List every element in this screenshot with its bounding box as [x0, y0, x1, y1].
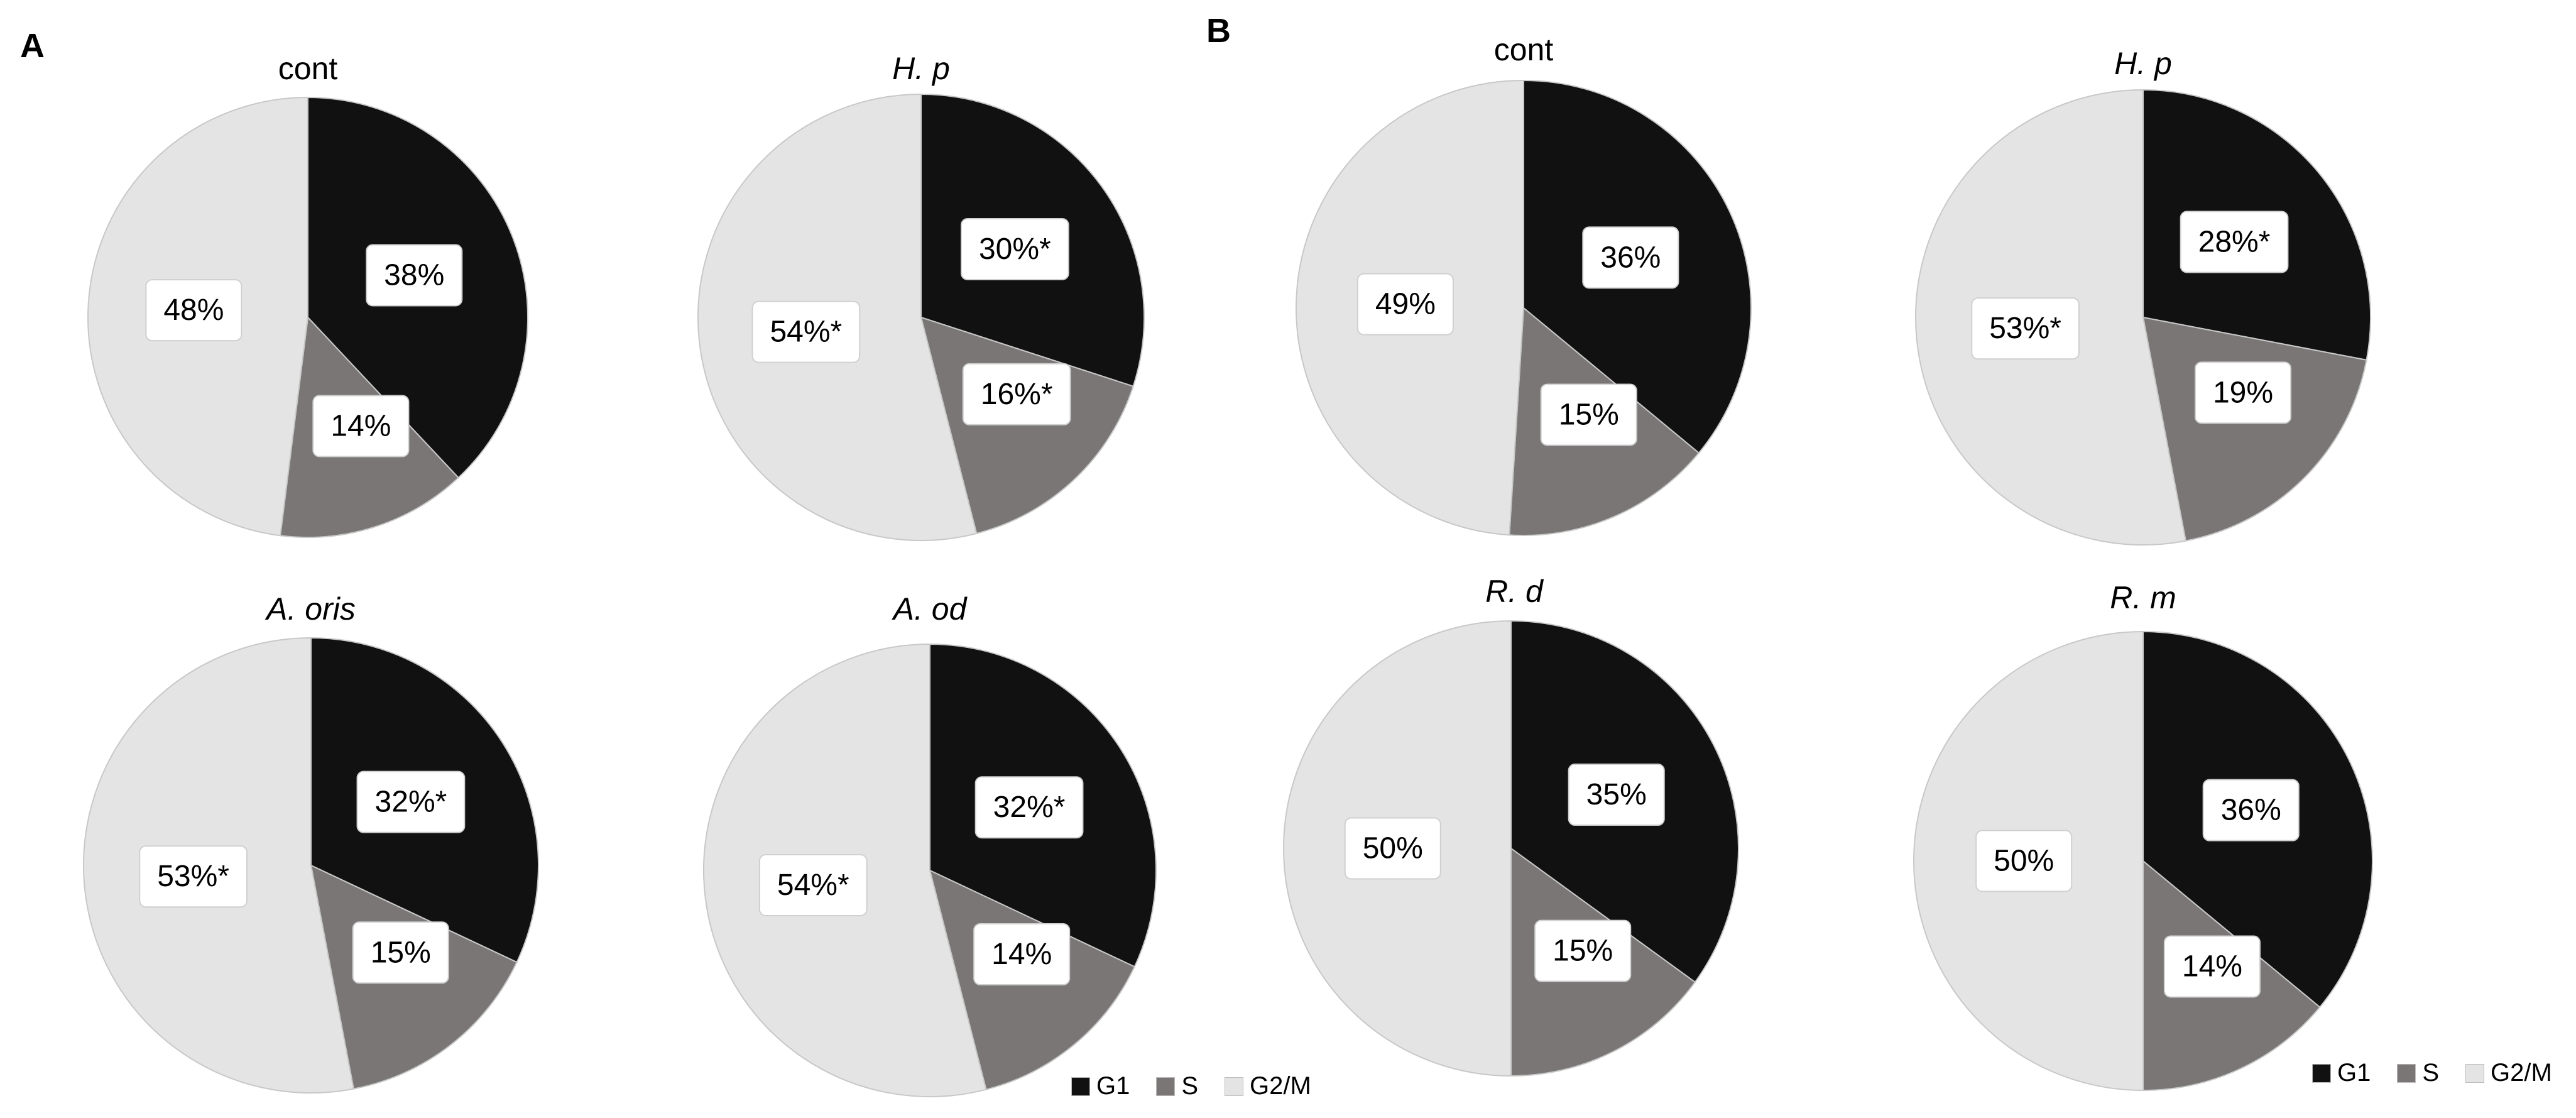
slice-label-g1: 32%*	[993, 791, 1066, 824]
slice-label-box-g1	[1568, 764, 1665, 826]
legend-item-g1: G1	[1071, 1072, 1130, 1100]
slice-label-box-g1	[960, 217, 1069, 280]
legend-swatch-g2m	[2465, 1063, 2485, 1083]
slice-label-box-g1	[1582, 226, 1679, 289]
slice-label-box-g1	[2202, 779, 2300, 841]
pie-a-aod: 32%* 14% 54%*	[703, 643, 1157, 1097]
pie-a-hp: 30%* 16%* 54%*	[697, 93, 1145, 541]
panel-letter-b: B	[1206, 12, 1231, 50]
legend-label-g2m: G2/M	[1250, 1072, 1311, 1100]
slice-label-box-s	[2194, 361, 2292, 424]
pie-a-aoris: 32%* 15% 53%*	[83, 637, 539, 1093]
slice-label-g2m: 50%	[1994, 845, 2054, 878]
pie-title-b-rd: R. d	[1485, 574, 1543, 609]
slice-label-s: 15%	[371, 936, 431, 969]
slice-label-box-g1	[366, 244, 463, 307]
slice-label-s: 16%*	[981, 378, 1053, 411]
slice-label-box-s	[962, 363, 1071, 425]
pie-title-b-cont: cont	[1493, 32, 1554, 67]
legend-item-s: S	[2397, 1059, 2439, 1087]
slice-label-g1: 36%	[2221, 794, 2281, 827]
slice-label-g1: 36%	[1600, 241, 1661, 274]
slice-label-box-s	[973, 923, 1071, 986]
legend-label-g1: G1	[1096, 1072, 1130, 1100]
legend-label-g2m: G2/M	[2491, 1059, 2552, 1087]
legend-swatch-s	[2397, 1063, 2416, 1083]
slice-label-g1: 28%*	[2198, 226, 2271, 259]
slice-label-g2m: 50%	[1363, 832, 1423, 865]
slice-label-g2m: 48%	[163, 293, 224, 327]
slice-label-s: 14%	[2182, 950, 2242, 983]
legend-swatch-s	[1156, 1077, 1176, 1096]
pie-title-b-rm: R. m	[2110, 580, 2176, 615]
pie-title-a-cont: cont	[278, 51, 338, 86]
legend-item-g2m: G2/M	[1225, 1072, 1311, 1100]
panel-letter-a: A	[20, 27, 45, 65]
slice-label-g1: 32%*	[375, 786, 447, 819]
legend-label-s: S	[2422, 1059, 2440, 1087]
legend-item-g1: G1	[2312, 1059, 2371, 1087]
legend-label-g1: G1	[2337, 1059, 2371, 1087]
pie-title-a-aod: A. od	[893, 591, 967, 627]
legend-swatch-g1	[2312, 1063, 2331, 1083]
legend-item-g2m: G2/M	[2465, 1059, 2552, 1087]
slice-label-g2m: 54%*	[777, 869, 849, 902]
slice-label-box-g2m	[139, 845, 248, 908]
legend-label-s: S	[1181, 1072, 1199, 1100]
slice-label-s: 15%	[1559, 398, 1619, 431]
slice-label-box-s	[1540, 383, 1637, 446]
slice-label-g2m: 53%*	[1989, 312, 2061, 345]
pie-title-a-aoris: A. oris	[266, 591, 356, 627]
pie-b-cont: 36% 15% 49%	[1296, 79, 1752, 536]
legend-swatch-g1	[1071, 1077, 1090, 1096]
slice-label-box-s	[352, 921, 449, 984]
slice-label-box-g1	[356, 770, 466, 833]
slice-label-box-g2m	[1356, 273, 1454, 336]
pie-title-b-hp: H. p	[2114, 46, 2172, 81]
slice-label-box-g1	[2180, 211, 2289, 273]
slice-label-s: 19%	[2213, 376, 2273, 409]
slice-label-box-s	[312, 395, 410, 458]
slice-label-box-s	[1534, 919, 1632, 982]
slice-label-g1: 35%	[1586, 778, 1647, 811]
legend-item-s: S	[1156, 1072, 1198, 1100]
slice-label-g1: 38%	[384, 259, 444, 292]
legend-b: G1 S G2/M	[2312, 1059, 2552, 1087]
slice-label-g2m: 54%*	[770, 315, 842, 349]
slice-label-box-g2m	[1344, 817, 1441, 880]
slice-label-box-g2m	[751, 300, 861, 363]
slice-label-g2m: 53%*	[157, 860, 229, 893]
legend-a: G1 S G2/M	[1071, 1072, 1311, 1100]
slice-label-box-g1	[974, 776, 1084, 839]
slice-label-g2m: 49%	[1375, 288, 1436, 321]
slice-label-box-s	[2163, 935, 2261, 998]
pie-a-cont: 38% 14% 48%	[87, 96, 528, 538]
legend-swatch-g2m	[1225, 1077, 1244, 1096]
slice-label-box-g2m	[145, 279, 243, 342]
pie-b-rm: 36% 14% 50%	[1913, 630, 2373, 1092]
slice-label-s: 14%	[991, 938, 1052, 971]
pie-title-a-hp: H. p	[892, 51, 950, 86]
slice-label-box-g2m	[1971, 297, 2080, 360]
slice-label-s: 14%	[330, 410, 391, 443]
pie-b-hp: 28%* 19% 53%*	[1915, 89, 2371, 545]
slice-label-box-g2m	[758, 853, 868, 916]
slice-label-s: 15%	[1553, 934, 1613, 968]
slice-label-g1: 30%*	[979, 233, 1051, 266]
slice-label-box-g2m	[1975, 830, 2073, 892]
pie-b-rd: 35% 15% 50%	[1283, 620, 1739, 1077]
